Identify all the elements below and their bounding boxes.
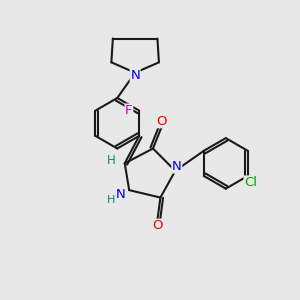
Text: Cl: Cl [244, 176, 257, 189]
Text: F: F [125, 104, 133, 117]
Text: N: N [130, 69, 140, 82]
Text: O: O [156, 115, 166, 128]
Text: H: H [107, 195, 116, 205]
Text: O: O [152, 219, 163, 232]
Text: N: N [116, 188, 126, 201]
Text: N: N [172, 160, 182, 173]
Text: H: H [107, 154, 116, 167]
